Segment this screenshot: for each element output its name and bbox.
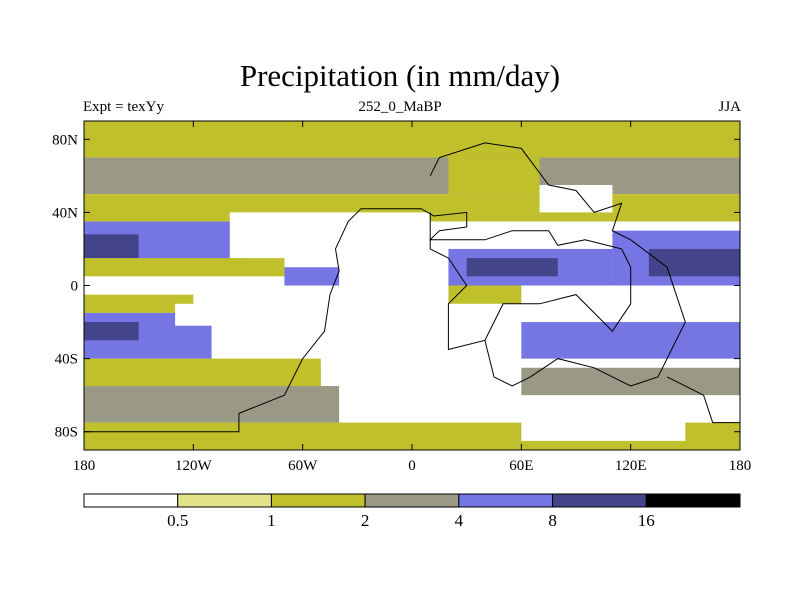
y-tick-label: 0 — [71, 279, 79, 295]
x-tick-label: 60W — [288, 458, 318, 474]
colorbar-box-1 — [177, 493, 272, 508]
field-region-9 — [84, 322, 139, 341]
field-region-11 — [84, 358, 321, 387]
colorbar-label: 0.5 — [167, 511, 188, 530]
field-region-18 — [448, 285, 522, 304]
x-tick-label: 0 — [408, 458, 416, 474]
colorbar-label: 1 — [267, 511, 276, 530]
x-tick-label: 180 — [73, 458, 96, 474]
field-region-25 — [521, 367, 740, 396]
field-region-10 — [175, 303, 267, 326]
field-region-7 — [84, 294, 194, 313]
field-region-0 — [84, 121, 740, 158]
colorbar-box-4 — [458, 493, 554, 508]
time-label: 252_0_MaBP — [358, 99, 442, 115]
y-tick-label: 40S — [55, 352, 78, 368]
experiment-label: Expt = texYy — [83, 99, 164, 115]
field-region-26 — [521, 404, 686, 441]
field-region-6 — [84, 276, 212, 295]
field-region-21 — [539, 303, 613, 323]
y-tick-label: 40N — [52, 205, 78, 221]
colorbar-label: 16 — [638, 511, 655, 530]
y-tick-label: 80S — [55, 425, 78, 441]
chart-title: Precipitation (in mm/day) — [239, 58, 561, 93]
season-label: JJA — [718, 99, 741, 115]
field-region-16 — [284, 267, 340, 286]
field-region-17 — [320, 285, 449, 368]
colorbar-label: 8 — [548, 511, 557, 530]
field-region-23 — [648, 248, 740, 277]
coastline-0 — [84, 208, 632, 433]
colorbar-label: 4 — [455, 511, 464, 530]
colorbar-box-0 — [83, 493, 179, 508]
colorbar-box-2 — [270, 493, 366, 508]
colorbar-label: 2 — [361, 511, 370, 530]
x-tick-label: 120W — [175, 458, 213, 474]
field-region-27 — [448, 157, 540, 195]
field-region-20 — [466, 258, 558, 277]
coastline-1 — [429, 142, 686, 387]
field-region-28 — [539, 184, 613, 213]
coastline-2 — [666, 376, 740, 424]
x-tick-label: 180 — [729, 458, 752, 474]
field-region-5 — [84, 258, 285, 277]
colorbar-box-3 — [364, 493, 460, 508]
field-region-15 — [430, 221, 558, 249]
y-tick-label: 80N — [52, 132, 78, 148]
x-tick-label: 120E — [615, 458, 647, 474]
colorbar-box-6 — [645, 493, 741, 508]
field-region-14 — [229, 212, 431, 259]
colorbar-box-5 — [552, 493, 647, 508]
field-region-12 — [84, 386, 340, 423]
field-region-1 — [84, 157, 740, 195]
x-tick-label: 60E — [509, 458, 533, 474]
field-region-24 — [521, 322, 740, 359]
